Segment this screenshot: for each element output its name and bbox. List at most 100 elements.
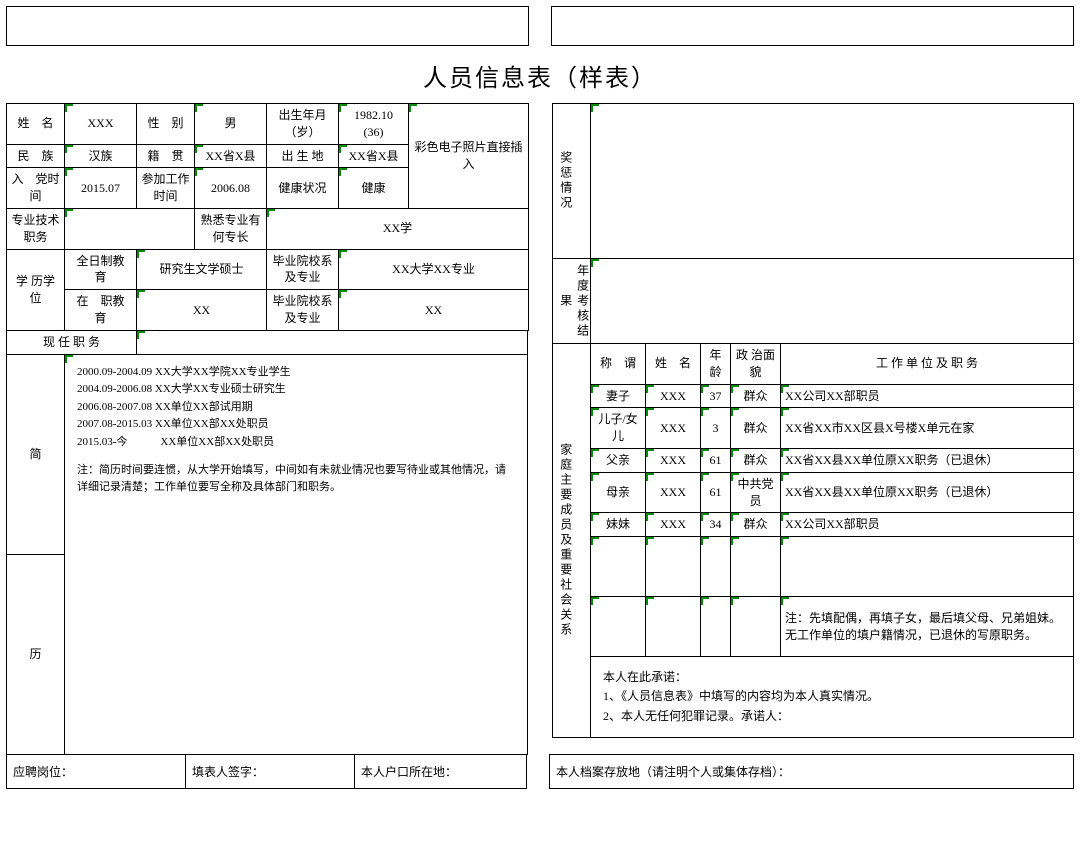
parttime-degree: XX — [137, 290, 267, 331]
label: 年度考核结果 — [553, 259, 591, 344]
basic-info-table: 姓 名 XXX 性 别 男 出生年月（岁） 1982.10 (36) 彩色电子照… — [6, 103, 529, 250]
current-value — [137, 330, 528, 354]
resume-table: 简 2000.09-2004.09 XX大学XX学院XX专业学生 2004.09… — [6, 354, 528, 755]
label: 入 党时 间 — [7, 168, 65, 209]
tech-value — [65, 208, 195, 249]
label: 在 职教 育 — [65, 290, 137, 331]
th: 政 治面 貌 — [731, 344, 781, 385]
unit: XX省XX县XX单位原XX职务（已退休） — [781, 472, 1074, 513]
empty — [591, 597, 646, 657]
fname: XXX — [646, 384, 701, 408]
label: 毕业院校系及专业 — [267, 249, 339, 290]
label: 现 任 职 务 — [7, 330, 137, 354]
label: 学 历学 位 — [7, 249, 65, 330]
empty — [731, 537, 781, 597]
footer-sign: 填表人签字： — [185, 754, 355, 789]
age: 37 — [701, 384, 731, 408]
pol: 群众 — [731, 384, 781, 408]
fname: XXX — [646, 408, 701, 449]
fname: XXX — [646, 513, 701, 537]
rel: 父亲 — [591, 448, 646, 472]
resume-note: 注：简历时间要连惯，从大学开始填写，中间如有未就业情况也要写待业或其他情况，请详… — [77, 462, 515, 497]
birth-value: 1982.10 (36) — [339, 104, 409, 145]
label: 简 — [7, 354, 65, 554]
footer-hukou: 本人户口所在地： — [354, 754, 527, 789]
promise: 本人在此承诺： 1、《人员信息表》中填写的内容均为本人真实情况。 2、本人无任何… — [591, 657, 1074, 738]
unit: XX公司XX部职员 — [781, 384, 1074, 408]
label: 健康状况 — [267, 168, 339, 209]
age: 34 — [701, 513, 731, 537]
label: 专业技术职务 — [7, 208, 65, 249]
pol: 群众 — [731, 408, 781, 449]
reward-table: 奖惩情况 — [552, 103, 1074, 259]
rel: 妻子 — [591, 384, 646, 408]
parttime-school: XX — [339, 290, 529, 331]
label: 历 — [7, 554, 65, 754]
label: 奖惩情况 — [553, 104, 591, 259]
unit: XX省XX县XX单位原XX职务（已退休） — [781, 448, 1074, 472]
p2: 1、《人员信息表》中填写的内容均为本人真实情况。 — [603, 687, 1061, 706]
resume-line: 2015.03-今 XX单位XX部XX处职员 — [77, 434, 515, 452]
rel: 母亲 — [591, 472, 646, 513]
label: 参加工作时间 — [137, 168, 195, 209]
empty — [701, 597, 731, 657]
rel: 妹妹 — [591, 513, 646, 537]
exam-value — [591, 259, 1074, 344]
health-value: 健康 — [339, 168, 409, 209]
resume-line: 2004.09-2006.08 XX大学XX专业硕士研究生 — [77, 381, 515, 399]
unit: XX公司XX部职员 — [781, 513, 1074, 537]
empty — [646, 537, 701, 597]
page-title: 人员信息表（样表） — [6, 46, 1074, 103]
current-position-table: 现 任 职 务 — [6, 330, 528, 355]
empty — [646, 597, 701, 657]
age: 3 — [701, 408, 731, 449]
photo-placeholder: 彩色电子照片直接插入 — [409, 104, 529, 209]
resume-line: 2007.08-2015.03 XX单位XX部XX处职员 — [77, 416, 515, 434]
unit: XX省XX市XX区县X号楼X单元在家 — [781, 408, 1074, 449]
pol: 群众 — [731, 448, 781, 472]
th: 姓 名 — [646, 344, 701, 385]
skill-value: XX学 — [267, 208, 529, 249]
label: 熟悉专业有何专长 — [195, 208, 267, 249]
p3: 2、本人无任何犯罪记录。承诺人： — [603, 707, 1061, 726]
age: 61 — [701, 448, 731, 472]
th: 工 作 单 位 及 职 务 — [781, 344, 1074, 385]
gender-value: 男 — [195, 104, 267, 145]
gap — [526, 754, 550, 789]
top-strip — [6, 6, 1074, 46]
label: 出生年月（岁） — [267, 104, 339, 145]
label: 民 族 — [7, 144, 65, 168]
exam-table: 年度考核结果 — [552, 258, 1074, 344]
label: 籍 贯 — [137, 144, 195, 168]
empty — [731, 597, 781, 657]
family-table: 家庭主要成员及重要社会关系 称 谓 姓 名 年龄 政 治面 貌 工 作 单 位 … — [552, 343, 1074, 738]
resume-line: 2000.09-2004.09 XX大学XX学院XX专业学生 — [77, 364, 515, 382]
th: 年龄 — [701, 344, 731, 385]
family-note: 注：先填配偶，再填子女，最后填父母、兄弟姐妹。无工作单位的填户籍情况，已退休的写… — [781, 597, 1074, 657]
name-value: XXX — [65, 104, 137, 145]
resume-line: 2006.08-2007.08 XX单位XX部试用期 — [77, 399, 515, 417]
fname: XXX — [646, 448, 701, 472]
empty — [591, 537, 646, 597]
fulltime-school: XX大学XX专业 — [339, 249, 529, 290]
pol: 中共党员 — [731, 472, 781, 513]
resume-content: 2000.09-2004.09 XX大学XX学院XX专业学生 2004.09-2… — [65, 354, 528, 754]
native-value: XX省X县 — [195, 144, 267, 168]
label: 出 生 地 — [267, 144, 339, 168]
label: 家庭主要成员及重要社会关系 — [553, 344, 591, 738]
label: 毕业院校系及专业 — [267, 290, 339, 331]
fname: XXX — [646, 472, 701, 513]
education-table: 学 历学 位 全日制教 育 研究生文学硕士 毕业院校系及专业 XX大学XX专业 … — [6, 249, 529, 331]
pol: 群众 — [731, 513, 781, 537]
empty — [701, 537, 731, 597]
footer-row: 应聘岗位： 填表人签字： 本人户口所在地： 本人档案存放地（请注明个人或集体存档… — [6, 754, 1074, 789]
work-value: 2006.08 — [195, 168, 267, 209]
reward-value — [591, 104, 1074, 259]
footer-apply: 应聘岗位： — [6, 754, 186, 789]
party-value: 2015.07 — [65, 168, 137, 209]
label: 全日制教 育 — [65, 249, 137, 290]
th: 称 谓 — [591, 344, 646, 385]
p1: 本人在此承诺： — [603, 668, 1061, 687]
rel: 儿子/女儿 — [591, 408, 646, 449]
empty — [781, 537, 1074, 597]
